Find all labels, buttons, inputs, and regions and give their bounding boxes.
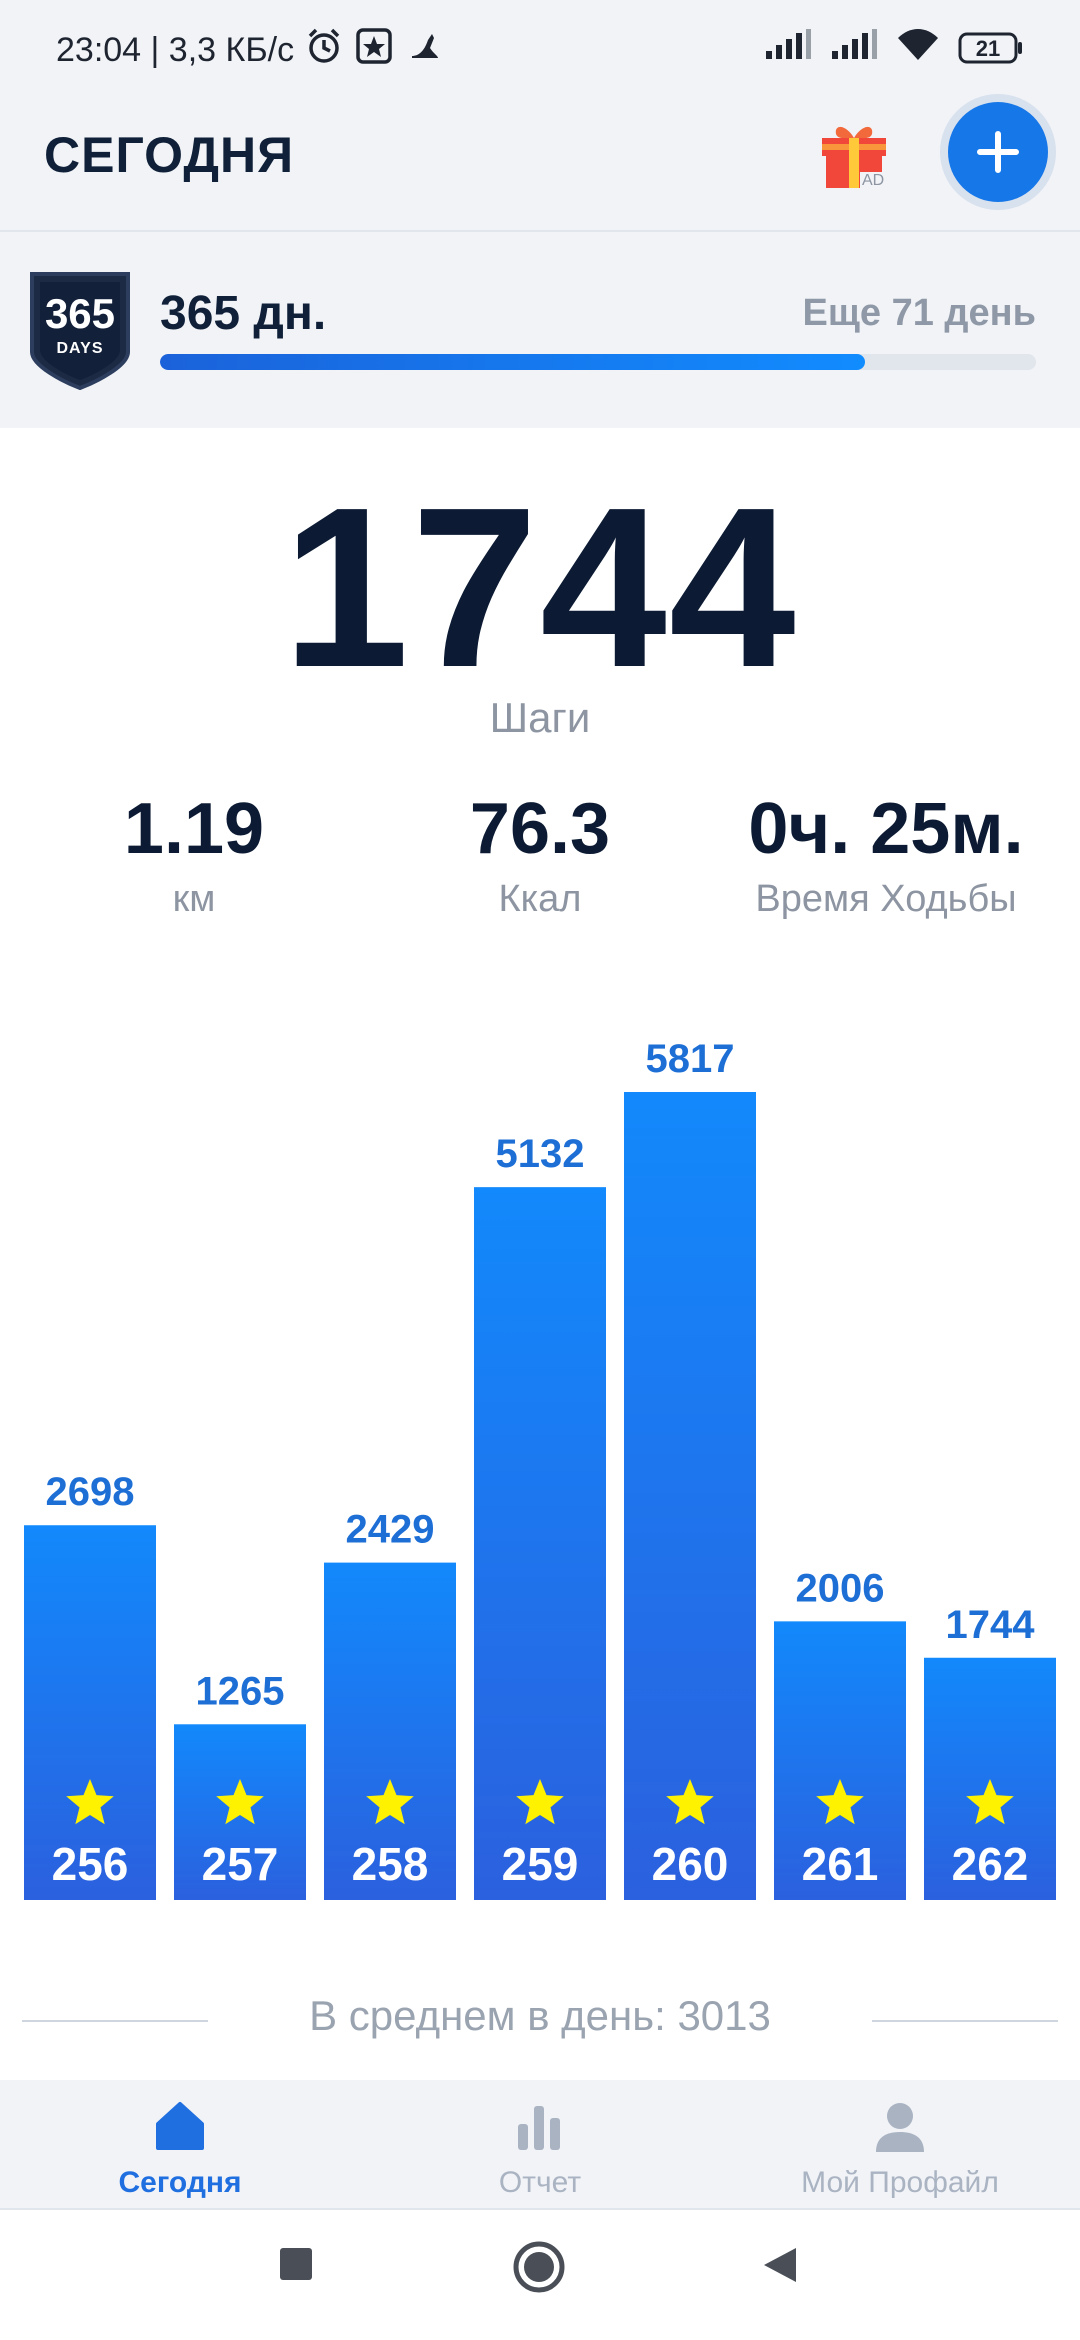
home-icon [156, 2102, 204, 2150]
distance-value: 1.19 [123, 789, 265, 869]
steps-label: Шаги [489, 694, 591, 741]
star-icon [366, 1779, 414, 1825]
bar-value-label: 1744 [946, 1603, 1036, 1647]
star-icon [816, 1779, 864, 1825]
add-button[interactable] [948, 102, 1048, 202]
chart-bar [774, 1621, 906, 1900]
chart-bar [324, 1562, 456, 1900]
shoe-icon [404, 26, 444, 75]
nav-report[interactable]: Отчет [360, 2098, 720, 2200]
star-app-icon [354, 26, 394, 75]
nav-report-label: Отчет [498, 2166, 582, 2199]
challenge-progress-fill [160, 354, 866, 370]
bar-value-label: 2698 [46, 1470, 135, 1514]
recents-button[interactable] [278, 2246, 314, 2287]
challenge-title: 365 дн. [160, 287, 327, 340]
calories-value: 76.3 [469, 789, 611, 869]
back-button[interactable] [762, 2246, 798, 2289]
bar-value-label: 5132 [496, 1132, 585, 1176]
bar-value-label: 5817 [646, 1037, 735, 1081]
star-icon [666, 1779, 714, 1825]
calories-stat: 76.3 Ккал [360, 788, 720, 921]
bar-day-number: 261 [802, 1838, 879, 1890]
bar-day-number: 256 [52, 1838, 129, 1890]
star-icon [516, 1779, 564, 1825]
star-icon [66, 1779, 114, 1825]
steps-count: 1744 [282, 461, 798, 715]
bar-day-number: 259 [502, 1838, 579, 1890]
status-time: 23:04 | 3,3 КБ/с [56, 31, 295, 69]
bar-day-number: 258 [352, 1838, 429, 1890]
star-icon [216, 1779, 264, 1825]
chart-bar [24, 1525, 156, 1900]
home-system-button[interactable] [512, 2240, 566, 2299]
bar-day-number: 260 [652, 1838, 729, 1890]
nav-today-label: Сегодня [118, 2166, 242, 2199]
calories-label: Ккал [498, 878, 582, 920]
365-days-badge: 365 DAYS [26, 270, 134, 391]
signal-icon [764, 29, 812, 66]
battery-level: 21 [975, 35, 1001, 61]
circle-icon [513, 2241, 565, 2293]
weekly-steps-chart: 2698256Чт1265257Пт2429258Сб5132259Вс5817… [0, 998, 1080, 1918]
challenge-remaining: Еще 71 день [802, 292, 1037, 334]
bar-value-label: 1265 [196, 1669, 285, 1713]
challenge-progress-bar [160, 354, 1036, 370]
header: СЕГОДНЯ AD [0, 96, 1080, 232]
today-summary: 1744 Шаги 1.19 км 76.3 Ккал 0ч. 25м. Вре… [0, 428, 1080, 2080]
chart-bar [624, 1092, 756, 1900]
back-triangle-icon [764, 2248, 796, 2282]
nav-today[interactable]: Сегодня [0, 2098, 360, 2200]
signal-icon [830, 29, 878, 66]
distance-stat: 1.19 км [14, 788, 374, 921]
status-right: 21 [764, 28, 1024, 67]
star-icon [966, 1779, 1014, 1825]
bar-chart-icon [518, 2106, 560, 2150]
challenge-banner[interactable]: 365 DAYS 365 дн. Еще 71 день [0, 232, 1080, 428]
status-left: 23:04 | 3,3 КБ/с [56, 26, 444, 75]
battery-icon: 21 [958, 31, 1024, 65]
average-divider-left [22, 2020, 208, 2022]
nav-profile[interactable]: Мой Профайл [720, 2098, 1080, 2200]
bar-value-label: 2429 [346, 1508, 435, 1552]
bottom-nav: Сегодня Отчет Мой Профайл [0, 2080, 1080, 2210]
walking-time-value: 0ч. 25м. [748, 789, 1024, 869]
bar-day-number: 262 [952, 1838, 1029, 1890]
status-bar: 23:04 | 3,3 КБ/с 21 [0, 0, 1080, 96]
gift-ad-button[interactable]: AD [816, 116, 892, 196]
profile-icon [876, 2103, 924, 2152]
distance-label: км [172, 878, 216, 920]
nav-profile-label: Мой Профайл [801, 2166, 999, 2199]
wifi-icon [896, 28, 940, 67]
plus-icon [977, 131, 1019, 173]
walking-time-stat: 0ч. 25м. Время Ходьбы [706, 788, 1066, 921]
bar-day-number: 257 [202, 1838, 279, 1890]
alarm-icon [304, 26, 344, 75]
average-divider-right [872, 2020, 1058, 2022]
badge-caption: DAYS [56, 340, 104, 357]
chart-bar [924, 1657, 1056, 1900]
bar-value-label: 2006 [796, 1566, 885, 1610]
chart-svg: 2698256Чт1265257Пт2429258Сб5132259Вс5817… [24, 1037, 1056, 1900]
square-icon [280, 2248, 312, 2280]
walking-time-label: Время Ходьбы [755, 878, 1017, 920]
ad-label: AD [860, 172, 887, 190]
daily-average: В среднем в день: 3013 [309, 1992, 771, 2039]
page-title: СЕГОДНЯ [44, 127, 295, 183]
system-nav-bar [0, 2210, 1080, 2340]
badge-number: 365 [44, 290, 116, 337]
